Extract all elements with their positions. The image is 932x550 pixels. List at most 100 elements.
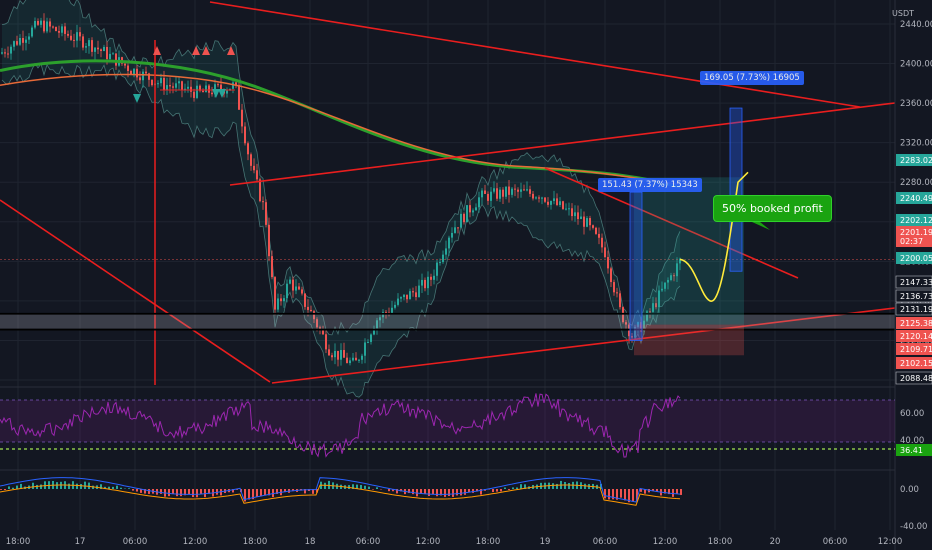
macd-histogram-bar bbox=[140, 489, 142, 493]
macd-histogram-bar bbox=[624, 489, 626, 501]
candle-body bbox=[325, 334, 327, 350]
macd-histogram-bar bbox=[496, 489, 498, 492]
candle-body bbox=[496, 188, 498, 199]
candle-body bbox=[445, 248, 447, 255]
macd-histogram-bar bbox=[352, 484, 354, 489]
macd-histogram-bar bbox=[516, 487, 518, 489]
candle-body bbox=[289, 279, 291, 284]
candle-body bbox=[370, 334, 372, 342]
macd-histogram-bar bbox=[464, 489, 466, 495]
macd-histogram-bar bbox=[324, 482, 326, 489]
candle-body bbox=[250, 154, 252, 166]
candle-body bbox=[340, 350, 342, 360]
candle-body bbox=[133, 68, 135, 75]
candle-body bbox=[328, 349, 330, 356]
candle-body bbox=[94, 47, 96, 52]
price-tag bbox=[895, 302, 932, 316]
candle-body bbox=[202, 90, 204, 93]
macd-histogram-bar bbox=[472, 489, 474, 493]
candle-body bbox=[583, 216, 585, 227]
candle-body bbox=[586, 218, 588, 227]
macd-histogram-bar bbox=[448, 489, 450, 497]
bollinger-lower bbox=[1, 62, 681, 398]
macd-histogram-bar bbox=[656, 489, 658, 492]
measure-label-right[interactable]: 169.05 (7.73%) 16905 bbox=[700, 71, 804, 85]
time-axis[interactable]: 18:00 17 06:00 12:00 18:00 18 06:00 12:00 18:00 1… bbox=[6, 537, 903, 547]
price-tag-label: 2147.33 bbox=[900, 278, 932, 287]
candle-body bbox=[589, 218, 591, 226]
candle-body bbox=[634, 326, 636, 338]
time-tick-label: 18 bbox=[305, 537, 316, 547]
measure-label-left[interactable]: 151.43 (7.37%) 15343 bbox=[598, 178, 702, 192]
candle-body bbox=[58, 31, 60, 33]
macd-histogram-bar bbox=[200, 489, 202, 494]
candle-body bbox=[373, 328, 375, 335]
macd-histogram-bar bbox=[216, 489, 218, 495]
candle-body bbox=[511, 188, 513, 195]
trend-drawings[interactable] bbox=[0, 1, 896, 385]
buy-signal-icon bbox=[212, 89, 220, 98]
candle-body bbox=[265, 202, 267, 225]
indicator-tick-label: 0.00 bbox=[900, 485, 919, 495]
macd-indicator bbox=[0, 477, 682, 506]
macd-histogram-bar bbox=[556, 483, 558, 489]
candle-body bbox=[166, 85, 168, 90]
time-tick-label: 17 bbox=[75, 537, 86, 547]
macd-histogram-bar bbox=[68, 483, 70, 489]
macd-histogram-bar bbox=[40, 484, 42, 489]
macd-histogram-bar bbox=[400, 489, 402, 492]
macd-histogram-bar bbox=[412, 489, 414, 495]
rsi-tag bbox=[896, 444, 932, 456]
candle-body bbox=[145, 71, 147, 74]
candle-body bbox=[100, 49, 102, 52]
price-tag-label: 2125.38 bbox=[900, 319, 932, 328]
price-tag bbox=[896, 357, 932, 369]
time-tick-label: 12:00 bbox=[183, 537, 208, 547]
candle-body bbox=[385, 311, 387, 313]
candle-body bbox=[334, 350, 336, 358]
price-tag-label: 02:37 bbox=[900, 237, 923, 246]
candle-body bbox=[115, 53, 117, 66]
candle-body bbox=[442, 254, 444, 263]
left-descending-trendline bbox=[0, 199, 271, 383]
macd-histogram-bar bbox=[368, 486, 370, 489]
price-axis[interactable]: 2440.00 2400.00 2360.00 2320.00 2280.00 2240.… bbox=[895, 20, 932, 532]
upper-descending-trendline bbox=[209, 1, 861, 108]
candle-body bbox=[61, 26, 63, 33]
price-tag bbox=[896, 154, 932, 166]
macd-histogram-bar bbox=[620, 489, 622, 498]
macd-histogram-bar bbox=[176, 489, 178, 497]
macd-histogram-bar bbox=[432, 489, 434, 495]
candle-body bbox=[70, 35, 72, 40]
time-tick-label: 20 bbox=[770, 537, 781, 547]
macd-histogram-bar bbox=[360, 484, 362, 489]
candle-body bbox=[247, 143, 249, 155]
candle-body bbox=[1, 52, 3, 54]
macd-histogram-bar bbox=[80, 484, 82, 489]
macd-histogram-bar bbox=[208, 489, 210, 494]
candle-body bbox=[130, 70, 132, 75]
macd-histogram-bar bbox=[284, 489, 286, 493]
time-tick-label: 19 bbox=[540, 537, 551, 547]
candle-body bbox=[430, 276, 432, 280]
macd-histogram-bar bbox=[328, 480, 330, 489]
macd-histogram-bar bbox=[188, 489, 190, 495]
macd-histogram-bar bbox=[612, 489, 614, 500]
support-zone bbox=[0, 313, 895, 330]
macd-histogram-bar bbox=[112, 486, 114, 489]
candle-body bbox=[196, 85, 198, 98]
macd-histogram-bar bbox=[600, 483, 602, 489]
candle-body bbox=[505, 186, 507, 197]
candle-body bbox=[91, 40, 93, 52]
candle-body bbox=[460, 213, 462, 228]
macd-histogram-bar bbox=[376, 487, 378, 489]
macd-histogram-bar bbox=[452, 489, 454, 497]
candle-body bbox=[286, 283, 288, 299]
macd-histogram-bar bbox=[616, 489, 618, 500]
profit-callout[interactable]: 50% booked profit bbox=[713, 195, 832, 222]
candle-body bbox=[256, 170, 258, 180]
candle-body bbox=[616, 292, 618, 294]
candle-body bbox=[109, 53, 111, 60]
sell-signal-icon bbox=[227, 46, 235, 55]
